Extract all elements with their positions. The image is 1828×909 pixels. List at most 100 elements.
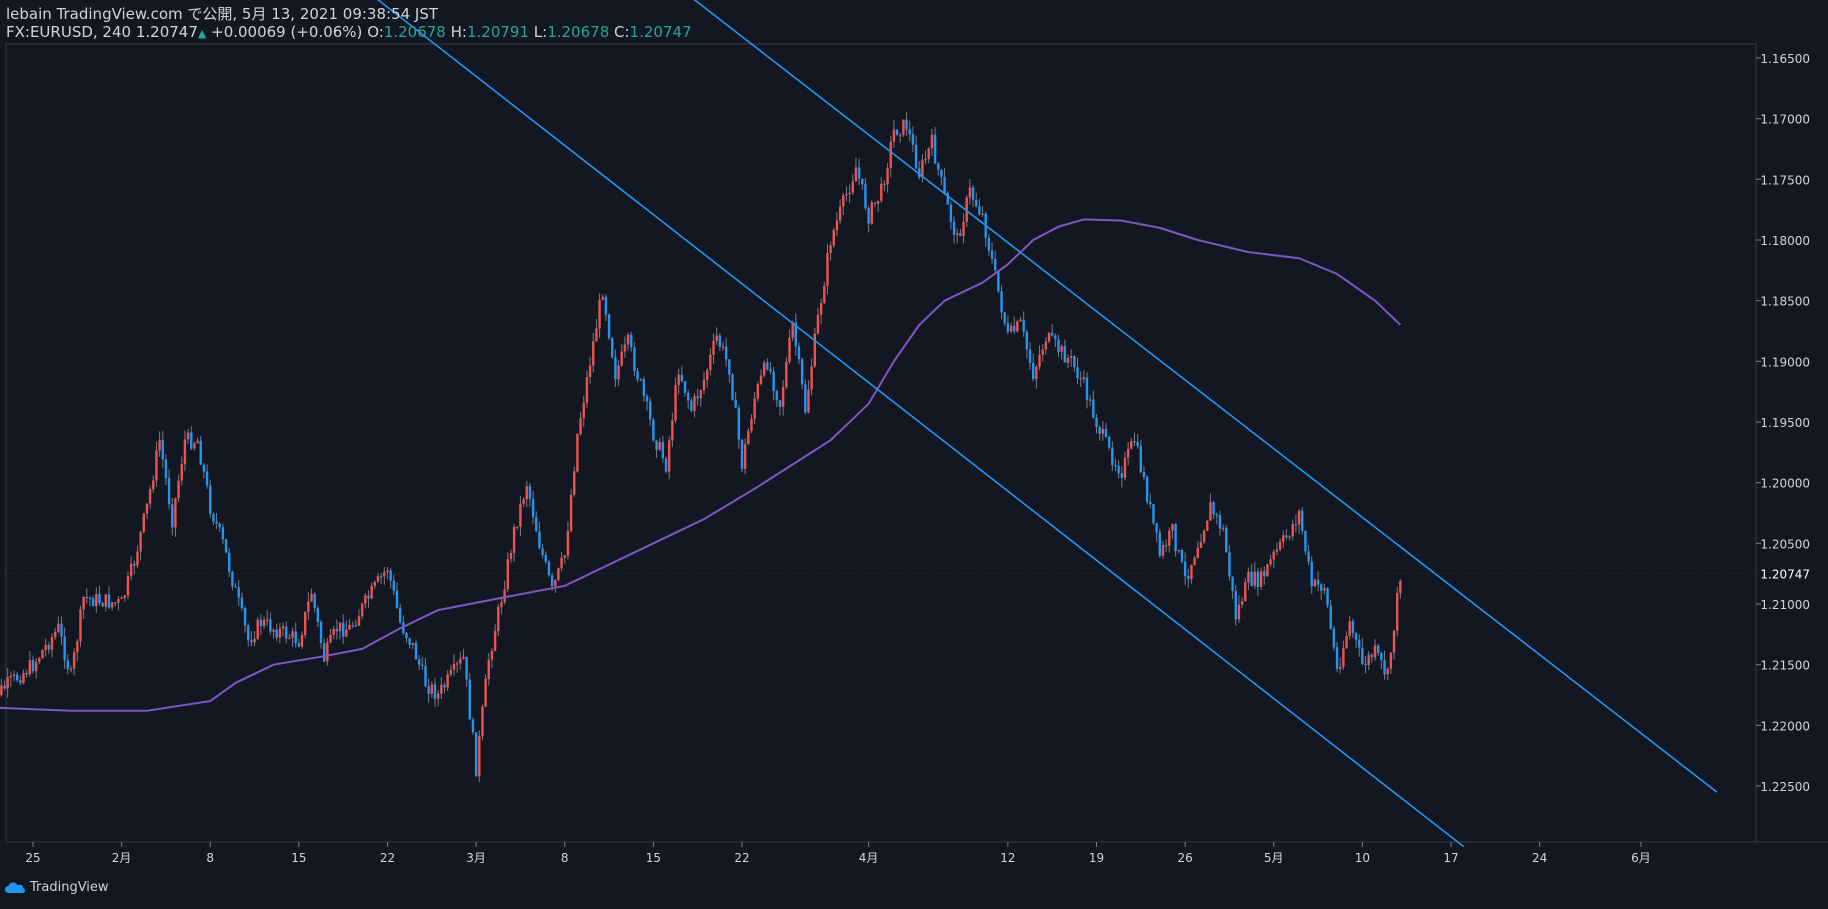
candle-body <box>642 379 646 397</box>
candle-body <box>1323 588 1326 591</box>
candle-body <box>671 420 674 441</box>
candle-body <box>889 141 892 169</box>
candle-body <box>1136 442 1139 446</box>
candle-body <box>1013 325 1016 332</box>
time-tick-label: 10 <box>1355 851 1370 865</box>
candle-body <box>705 370 709 380</box>
candle-body <box>611 338 614 358</box>
price-axis[interactable]: 1.16500 1.17000 1.17500 1.18000 1.18500 1.190… <box>1756 52 1810 794</box>
candle-body <box>1304 531 1307 552</box>
tradingview-logo[interactable]: TradingView <box>5 880 109 895</box>
candle-body <box>1310 561 1313 587</box>
candle-body <box>842 195 845 207</box>
time-axis[interactable]: 25 2月 8 15 22 3月 8 15 22 4月 12 19 26 5月 10 17 24 6月 <box>25 842 1651 865</box>
candle-body <box>661 441 665 459</box>
candle-body <box>389 570 392 581</box>
brand-name: TradingView <box>30 880 109 895</box>
plot-area[interactable] <box>5 43 1757 843</box>
candle-body <box>395 590 399 608</box>
candle-body <box>250 640 253 643</box>
candle-body <box>76 641 79 653</box>
candle-body <box>1244 582 1247 602</box>
candle-body <box>959 233 962 237</box>
candle-body <box>930 134 934 149</box>
price-tick-label: 1.19500 <box>1760 416 1810 430</box>
candle-body <box>962 221 965 237</box>
candle-body <box>367 595 370 599</box>
candle-body <box>63 636 66 661</box>
candle-body <box>769 369 772 372</box>
candle-body <box>851 181 854 193</box>
candle-body <box>1199 542 1203 548</box>
candle-body <box>171 504 174 528</box>
candle-body <box>1320 584 1323 591</box>
candle-body <box>1054 335 1057 340</box>
candle-body <box>623 344 627 352</box>
trend-lines[interactable] <box>375 0 1718 848</box>
candle-body <box>1152 504 1155 524</box>
candle-body <box>231 571 234 587</box>
candle-body <box>1117 465 1120 474</box>
candle-body <box>1025 331 1029 350</box>
candle-body <box>639 379 642 381</box>
candle-body <box>800 359 804 385</box>
candle-body <box>199 440 202 465</box>
candle-body <box>351 625 354 627</box>
candle-body <box>459 658 462 664</box>
candle-body <box>1275 549 1279 552</box>
candle-body <box>297 643 301 647</box>
candle-body <box>411 642 415 645</box>
candle-body <box>224 539 228 553</box>
candle-body <box>1225 527 1228 553</box>
trend-line[interactable] <box>375 0 1465 848</box>
candle-body <box>506 559 509 590</box>
candle-body <box>886 168 889 185</box>
candle-body <box>256 619 259 639</box>
candle-body <box>535 517 538 532</box>
candle-body <box>31 660 35 672</box>
candle-body <box>1196 547 1199 558</box>
candle-body <box>750 418 753 431</box>
candle-body <box>186 432 190 440</box>
candle-body <box>1307 551 1310 562</box>
candle-body <box>1240 601 1244 605</box>
candle-body <box>1209 502 1212 521</box>
candle-body <box>1031 362 1035 380</box>
candle-body <box>674 384 677 421</box>
candle-body <box>136 551 139 566</box>
candle-body <box>753 398 756 419</box>
candle-body <box>845 194 848 196</box>
candle-body <box>1294 524 1298 526</box>
trend-line[interactable] <box>691 0 1718 793</box>
candle-body <box>364 595 367 604</box>
candle-body <box>633 347 636 372</box>
time-tick-label: 12 <box>1000 851 1015 865</box>
candle-body <box>1297 510 1301 525</box>
low-value: 1.20678 <box>547 23 610 41</box>
candle-body <box>500 602 503 607</box>
candle-body <box>658 441 661 450</box>
candle-body <box>405 633 408 639</box>
candle-body <box>408 638 411 645</box>
time-tick-label: 6月 <box>1631 851 1651 865</box>
candle-body <box>1335 647 1339 669</box>
candle-body <box>398 607 402 623</box>
candle-body <box>791 322 794 338</box>
time-tick-label: 4月 <box>859 851 879 865</box>
candle-body <box>994 258 997 271</box>
time-tick-label: 25 <box>25 851 40 865</box>
candle-body <box>69 668 73 670</box>
candle-body <box>576 433 579 472</box>
candle-body <box>1313 579 1317 587</box>
candle-body <box>15 674 19 681</box>
candle-body <box>338 622 342 632</box>
candle-body <box>427 686 430 694</box>
open-value: 1.20678 <box>383 23 446 41</box>
time-tick-label: 22 <box>734 851 749 865</box>
candle-body <box>1395 592 1399 631</box>
candle-body <box>743 444 747 469</box>
candle-body <box>1168 530 1171 546</box>
candle-body <box>573 471 576 495</box>
candle-body <box>1006 323 1010 332</box>
